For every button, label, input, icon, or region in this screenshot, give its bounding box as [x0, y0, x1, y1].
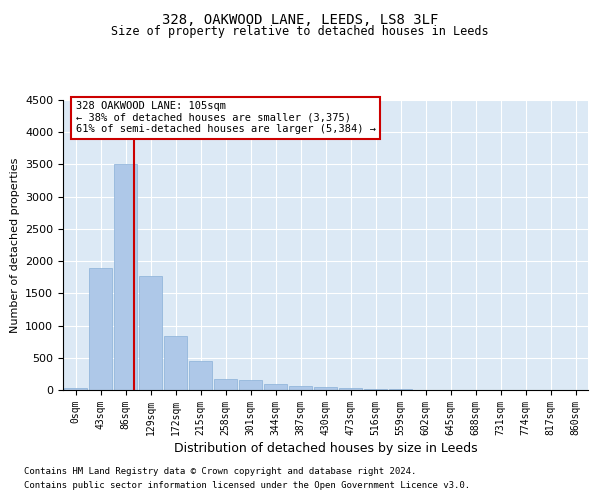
Text: 328 OAKWOOD LANE: 105sqm
← 38% of detached houses are smaller (3,375)
61% of sem: 328 OAKWOOD LANE: 105sqm ← 38% of detach… — [76, 102, 376, 134]
Bar — [364, 388, 387, 390]
Text: Contains public sector information licensed under the Open Government Licence v3: Contains public sector information licen… — [24, 481, 470, 490]
Text: Contains HM Land Registry data © Crown copyright and database right 2024.: Contains HM Land Registry data © Crown c… — [24, 467, 416, 476]
Bar — [89, 268, 112, 390]
Bar — [64, 388, 87, 390]
X-axis label: Distribution of detached houses by size in Leeds: Distribution of detached houses by size … — [173, 442, 478, 455]
Bar — [214, 378, 237, 390]
Bar — [139, 276, 162, 390]
Bar — [189, 361, 212, 390]
Y-axis label: Number of detached properties: Number of detached properties — [10, 158, 20, 332]
Bar — [164, 336, 187, 390]
Bar — [114, 164, 137, 390]
Bar — [264, 384, 287, 390]
Text: 328, OAKWOOD LANE, LEEDS, LS8 3LF: 328, OAKWOOD LANE, LEEDS, LS8 3LF — [162, 12, 438, 26]
Bar — [339, 388, 362, 390]
Bar — [239, 380, 262, 390]
Bar — [314, 387, 337, 390]
Text: Size of property relative to detached houses in Leeds: Size of property relative to detached ho… — [111, 25, 489, 38]
Bar — [289, 386, 312, 390]
